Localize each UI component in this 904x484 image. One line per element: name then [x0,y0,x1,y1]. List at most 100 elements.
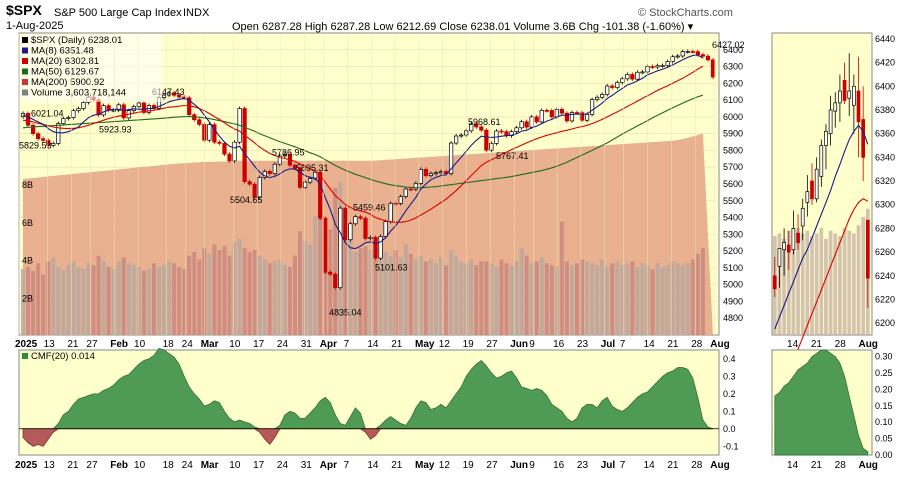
cmf-tick-label: 0.2 [723,389,736,399]
zoom-candle-body [824,130,828,146]
cmf-x-tick-label: 24 [277,460,289,471]
candle-body [469,123,474,132]
candle-body [600,94,605,98]
candle-body [343,207,348,241]
candle-body [454,135,459,144]
volume-bar [368,250,373,335]
zoom-y-tick-label: 6320 [875,176,895,186]
zoom-volume-bar [782,238,786,335]
volume-bar [46,261,51,335]
cmf-x-tick-label: 23 [577,460,589,471]
candle-body [554,108,559,118]
price-annotation: 5829.53 [19,141,52,151]
candle-body [267,171,272,174]
volume-bar [574,263,579,335]
candle-body [207,124,212,141]
volume-bar [489,263,494,335]
volume-bar [675,263,680,335]
volume-bar [262,259,267,335]
volume-bar [151,263,156,335]
volume-bar [111,268,116,335]
volume-bar [313,216,318,335]
volume-bar [252,250,257,335]
candle-body [660,65,665,67]
volume-bar [333,187,338,335]
volume-bar [121,257,126,335]
volume-bar [51,257,56,335]
volume-bar [660,267,665,335]
volume-bar [162,265,167,335]
cmf-x-tick-label: 17 [253,460,265,471]
volume-bar [383,251,388,335]
zoom-candle-body [796,232,800,243]
ma8-line [22,54,704,250]
candle-body [257,177,262,198]
legend-swatch [22,79,28,85]
volume-bar [287,267,292,335]
volume-bar [116,261,121,335]
candle-body [202,124,207,141]
volume-bar [257,255,262,335]
candle-body [474,123,479,128]
x-tick-label: 24 [277,339,289,350]
candle-body [630,74,635,80]
candle-body [46,140,51,146]
candle-body [695,51,700,55]
volume-bar [282,265,287,335]
zoom-volume-bar [838,236,842,335]
zoom-ma8-line [774,124,869,330]
cmf-x-tick-label: Feb [110,460,128,471]
volume-bar [519,248,524,335]
volume-bar [26,267,31,335]
volume-bar [428,259,433,335]
volume-bar [650,268,655,335]
zoom-cmf-tick-label: 0.15 [875,401,893,411]
candle-body [212,124,217,143]
zoom-cmf-x-tick-label: 21 [811,460,823,471]
cmf-x-tick-label: 21 [667,460,679,471]
zoom-candle-body [786,244,791,253]
x-tick-label: 18 [163,339,175,350]
zoom-cmf-tick-label: 0.10 [875,417,893,427]
cmf-x-tick-label: 14 [644,460,656,471]
zoom-candle-body [842,80,847,101]
cmf-tick-label: 0.1 [723,406,736,416]
volume-bar [363,246,368,335]
legend-entry: Volume 3,603,718,144 [31,88,126,99]
volume-tick-label: 4B [22,256,33,266]
volume-bar [504,263,509,335]
volume-bar [600,259,605,335]
volume-bar [569,265,574,335]
date-label: 1-Aug-2025 [6,20,64,32]
cmf-x-tick-label: Jun [510,460,528,471]
zoom-cmf-x-tick-label: 14 [787,460,799,471]
volume-bar [353,251,358,335]
cmf-tick-label: 0.0 [723,424,736,434]
symbol: $SPX [6,2,42,18]
legend-swatch [22,47,28,54]
zoom-candle-body [782,242,786,251]
x-tick-label: 14 [367,339,379,350]
candle-body [363,217,368,239]
cmf-x-tick-label: 16 [553,460,565,471]
candle-body [459,134,464,137]
x-tick-label: May [415,339,435,350]
zoom-candle-body [772,275,777,290]
candle-body [665,61,670,66]
candle-body [413,182,418,190]
cmf-tick-label: -0.1 [723,441,739,451]
candle-body [166,92,172,96]
volume-bar [36,263,41,335]
cmf-x-tick-label: 18 [163,460,175,471]
zoom-candle-body [828,109,833,135]
x-tick-label: 23 [577,339,589,350]
volume-bar [539,257,544,335]
volume-bar [418,255,423,335]
volume-bar [232,242,237,335]
volume-tick-label: 2B [22,293,33,303]
x-tick-label: 21 [667,339,679,350]
x-tick-label: 27 [486,339,498,350]
volume-bar [297,231,303,335]
